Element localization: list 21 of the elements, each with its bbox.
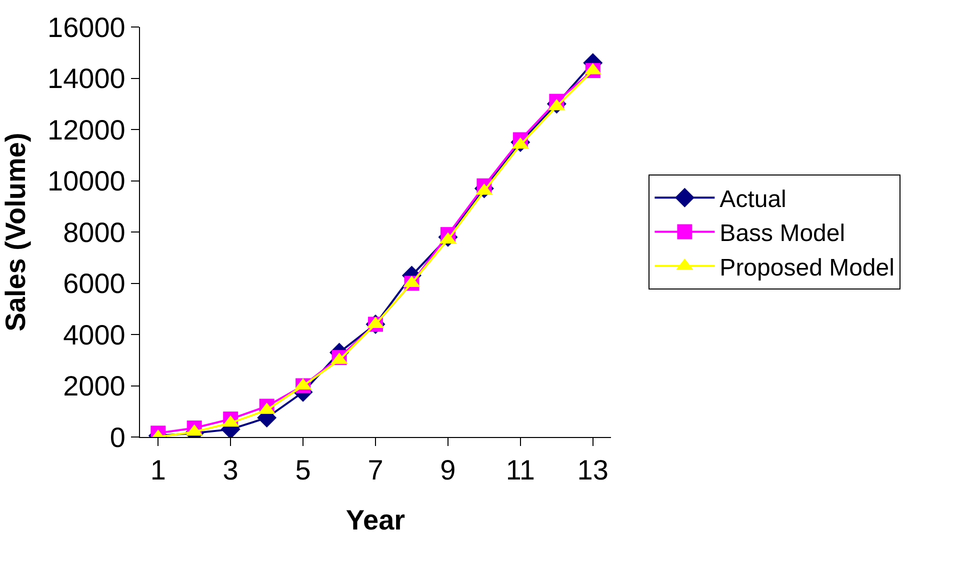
x-tick-label: 9 [440,454,456,486]
legend-label: Bass Model [720,220,846,248]
y-tick-label: 8000 [63,216,126,248]
y-tick-label: 16000 [48,12,126,43]
y-tick-label: 12000 [48,114,126,146]
y-tick-label: 10000 [48,166,126,197]
y-tick-label: 6000 [63,268,126,300]
y-tick-label: 14000 [48,63,126,94]
x-tick-label: 7 [368,454,384,486]
x-tick-label: 1 [150,454,166,486]
x-tick-label: 5 [295,454,311,486]
x-axis-title: Year [346,504,406,536]
y-axis-title: Sales (Volume) [0,132,31,332]
x-tick-label: 11 [506,454,535,486]
legend-label: Proposed Model [720,254,894,282]
y-tick-label: 0 [110,422,126,453]
legend-label: Actual [720,186,786,213]
x-tick-label: 13 [577,454,608,486]
y-tick-label: 2000 [63,370,126,402]
y-tick-label: 4000 [63,319,126,350]
x-tick-label: 3 [222,454,238,486]
